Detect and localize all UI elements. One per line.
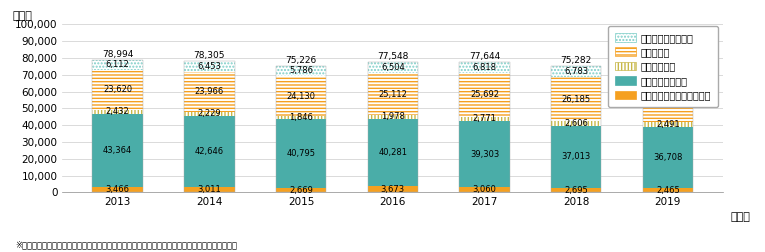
- Bar: [93, 60, 143, 193]
- Text: 78,994: 78,994: [102, 50, 133, 59]
- Text: 77,548: 77,548: [377, 52, 409, 61]
- Bar: [184, 187, 235, 193]
- Legend: 映画・演劇等入場料, 放送受信料, テレビゲーム, 書籍・他の印刷物, 音楽・映像収録済メディア: 映画・演劇等入場料, 放送受信料, テレビゲーム, 書籍・他の印刷物, 音楽・映…: [608, 26, 718, 107]
- Text: 2,695: 2,695: [565, 186, 588, 195]
- Y-axis label: （円）: （円）: [13, 11, 33, 21]
- Text: 74,262: 74,262: [653, 58, 683, 67]
- Bar: [184, 116, 235, 187]
- Bar: [551, 66, 601, 193]
- Bar: [184, 72, 235, 112]
- Bar: [367, 62, 418, 73]
- Text: 1,978: 1,978: [381, 112, 405, 121]
- Text: 6,453: 6,453: [197, 62, 221, 71]
- Text: 2,465: 2,465: [656, 186, 680, 195]
- Bar: [184, 112, 235, 116]
- Text: 2,669: 2,669: [289, 186, 313, 195]
- Text: 23,620: 23,620: [103, 85, 132, 94]
- Bar: [276, 188, 327, 193]
- Bar: [459, 187, 509, 193]
- Text: 25,692: 25,692: [470, 90, 499, 100]
- Bar: [459, 62, 509, 193]
- Bar: [459, 117, 509, 121]
- Bar: [459, 121, 509, 187]
- Bar: [276, 116, 327, 119]
- Text: 6,783: 6,783: [564, 67, 588, 76]
- Bar: [551, 188, 601, 193]
- Bar: [643, 127, 693, 188]
- Text: （年）: （年）: [730, 212, 750, 222]
- Text: 23,966: 23,966: [195, 87, 224, 96]
- Bar: [367, 62, 418, 193]
- Bar: [276, 66, 327, 193]
- Bar: [93, 110, 143, 114]
- Text: 6,818: 6,818: [473, 63, 496, 72]
- Bar: [184, 61, 235, 193]
- Text: 24,130: 24,130: [287, 91, 315, 101]
- Text: 2,606: 2,606: [565, 119, 588, 128]
- Text: 2,771: 2,771: [473, 114, 496, 123]
- Text: 77,644: 77,644: [469, 52, 500, 61]
- Text: 2,491: 2,491: [656, 120, 680, 129]
- Bar: [93, 187, 143, 193]
- Bar: [551, 77, 601, 121]
- Bar: [276, 66, 327, 76]
- Text: 2,229: 2,229: [197, 109, 221, 118]
- Bar: [643, 122, 693, 127]
- Bar: [367, 73, 418, 115]
- Bar: [93, 70, 143, 110]
- Bar: [551, 66, 601, 77]
- Bar: [643, 68, 693, 193]
- Text: 36,708: 36,708: [653, 153, 682, 162]
- Text: 3,011: 3,011: [197, 185, 221, 194]
- Text: 1,846: 1,846: [289, 113, 313, 122]
- Text: 43,364: 43,364: [103, 146, 132, 155]
- Text: 37,013: 37,013: [562, 152, 591, 161]
- Bar: [367, 115, 418, 119]
- Bar: [93, 114, 143, 187]
- Text: 75,226: 75,226: [285, 56, 317, 65]
- Text: 25,756: 25,756: [653, 96, 682, 105]
- Text: 40,281: 40,281: [378, 148, 407, 157]
- Text: 3,060: 3,060: [473, 185, 496, 194]
- Text: 40,795: 40,795: [287, 149, 315, 158]
- Bar: [367, 186, 418, 193]
- Text: 6,504: 6,504: [381, 63, 405, 72]
- Bar: [459, 73, 509, 117]
- Bar: [643, 68, 693, 79]
- Text: 25,112: 25,112: [379, 90, 407, 99]
- Bar: [276, 119, 327, 188]
- Text: 6,112: 6,112: [106, 60, 129, 69]
- Bar: [93, 60, 143, 70]
- Bar: [643, 79, 693, 122]
- Bar: [551, 126, 601, 188]
- Bar: [459, 62, 509, 73]
- Text: 78,305: 78,305: [194, 51, 225, 60]
- Text: ※「テレビゲーム」については、「テレビゲーム機」「ゲームソフト等」の合計の値としている。: ※「テレビゲーム」については、「テレビゲーム機」「ゲームソフト等」の合計の値とし…: [15, 240, 237, 249]
- Bar: [367, 119, 418, 186]
- Bar: [276, 76, 327, 116]
- Text: 39,303: 39,303: [470, 150, 499, 159]
- Text: 75,282: 75,282: [561, 56, 592, 65]
- Text: 3,673: 3,673: [381, 185, 405, 194]
- Bar: [551, 121, 601, 126]
- Text: 42,646: 42,646: [195, 147, 224, 156]
- Text: 5,786: 5,786: [289, 66, 313, 75]
- Text: 3,466: 3,466: [106, 185, 129, 194]
- Text: 6,842: 6,842: [656, 69, 680, 78]
- Text: 2,432: 2,432: [106, 107, 129, 116]
- Bar: [643, 188, 693, 193]
- Bar: [184, 61, 235, 72]
- Text: 26,185: 26,185: [562, 95, 591, 104]
